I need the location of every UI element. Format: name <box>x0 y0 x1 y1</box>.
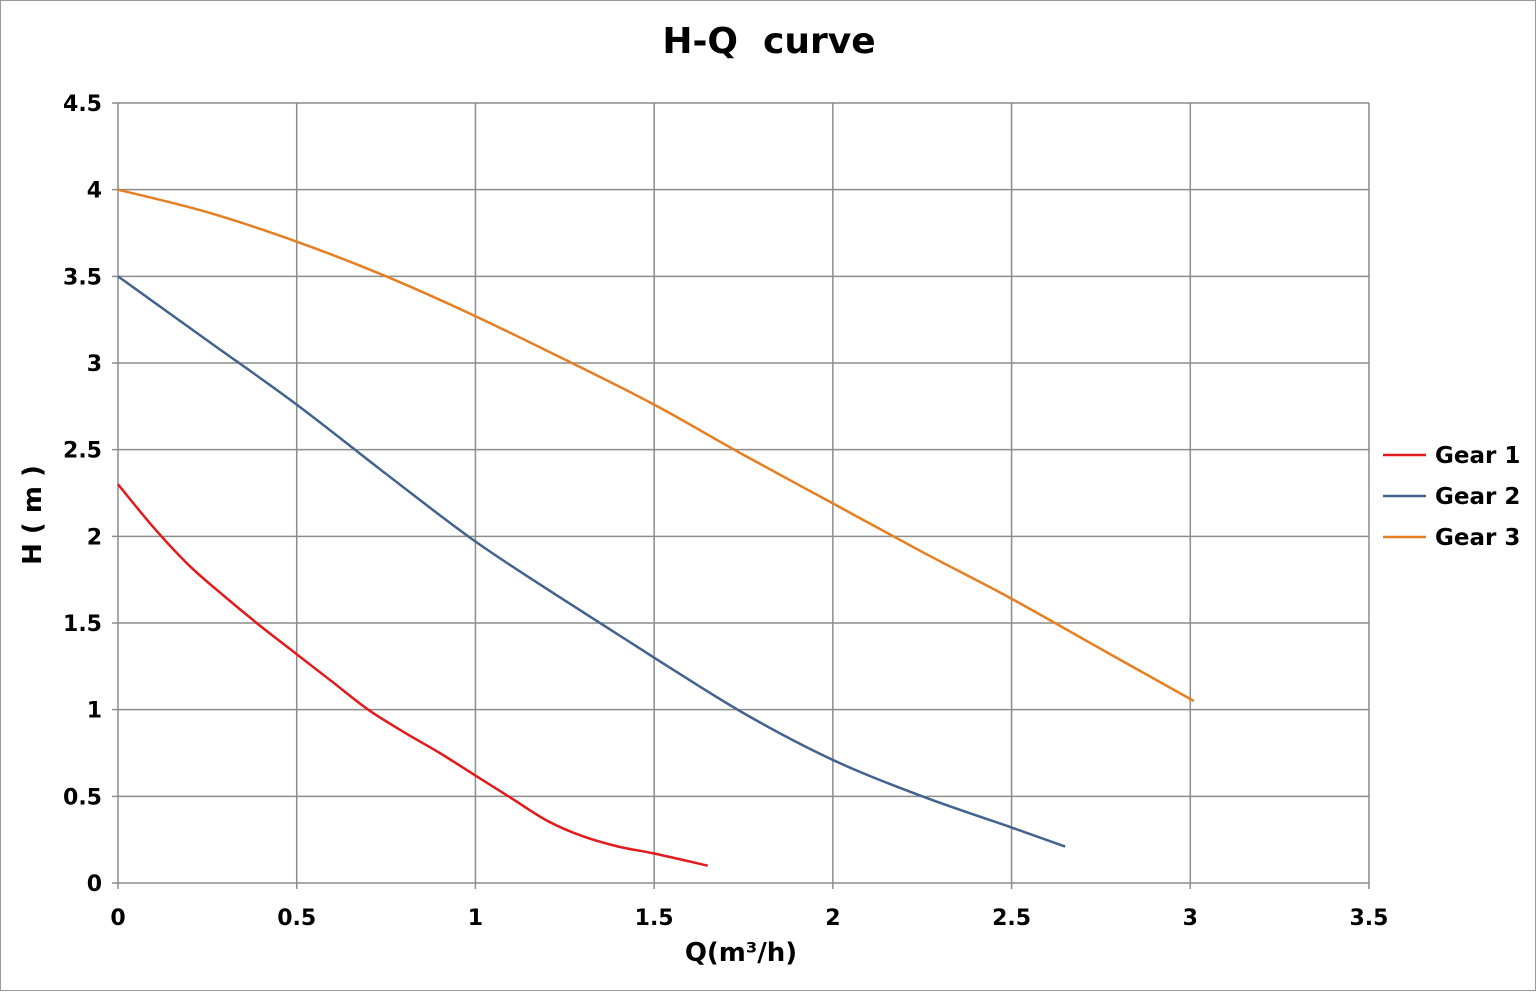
x-tick-label: 2.5 <box>992 906 1031 931</box>
tick-labels: 0 0.5 1 1.5 2 2.5 3 3.5 0 0.5 1 1.5 2 2.5 3 3.5 4 4.5 <box>63 92 1388 931</box>
x-tick-label: 3.5 <box>1350 906 1389 931</box>
legend: Gear 1 Gear 2 Gear 3 <box>1383 443 1520 551</box>
chart-title: H-Q curve <box>662 21 875 62</box>
y-tick-label: 4 <box>87 179 102 204</box>
y-tick-label: 1.5 <box>63 612 102 637</box>
y-tick-label: 2.5 <box>63 439 102 464</box>
y-tick-label: 0 <box>87 872 102 897</box>
y-tick-label: 1 <box>87 699 102 724</box>
x-tick-label: 3 <box>1183 906 1198 931</box>
series-line-gear-3 <box>117 188 1195 703</box>
grid <box>112 102 1370 889</box>
y-tick-label: 4.5 <box>63 92 102 117</box>
legend-label-gear-3: Gear 3 <box>1435 525 1520 551</box>
legend-label-gear-2: Gear 2 <box>1435 484 1520 510</box>
x-axis-title: Q(m³/h) <box>685 938 797 968</box>
x-tick-label: 1.5 <box>635 906 674 931</box>
x-tick-label: 1 <box>468 906 483 931</box>
y-tick-label: 0.5 <box>63 785 102 810</box>
series-lines <box>117 188 1195 867</box>
y-axis-title: H ( m ) <box>18 465 48 565</box>
y-tick-label: 3 <box>87 352 102 377</box>
series-line-gear-1 <box>117 483 709 867</box>
legend-label-gear-1: Gear 1 <box>1435 443 1520 469</box>
y-tick-label: 2 <box>87 525 102 550</box>
x-tick-label: 0.5 <box>277 906 316 931</box>
x-tick-label: 2 <box>825 906 840 931</box>
y-tick-label: 3.5 <box>63 265 102 290</box>
x-tick-label: 0 <box>110 906 125 931</box>
series-line-gear-2 <box>117 275 1066 848</box>
